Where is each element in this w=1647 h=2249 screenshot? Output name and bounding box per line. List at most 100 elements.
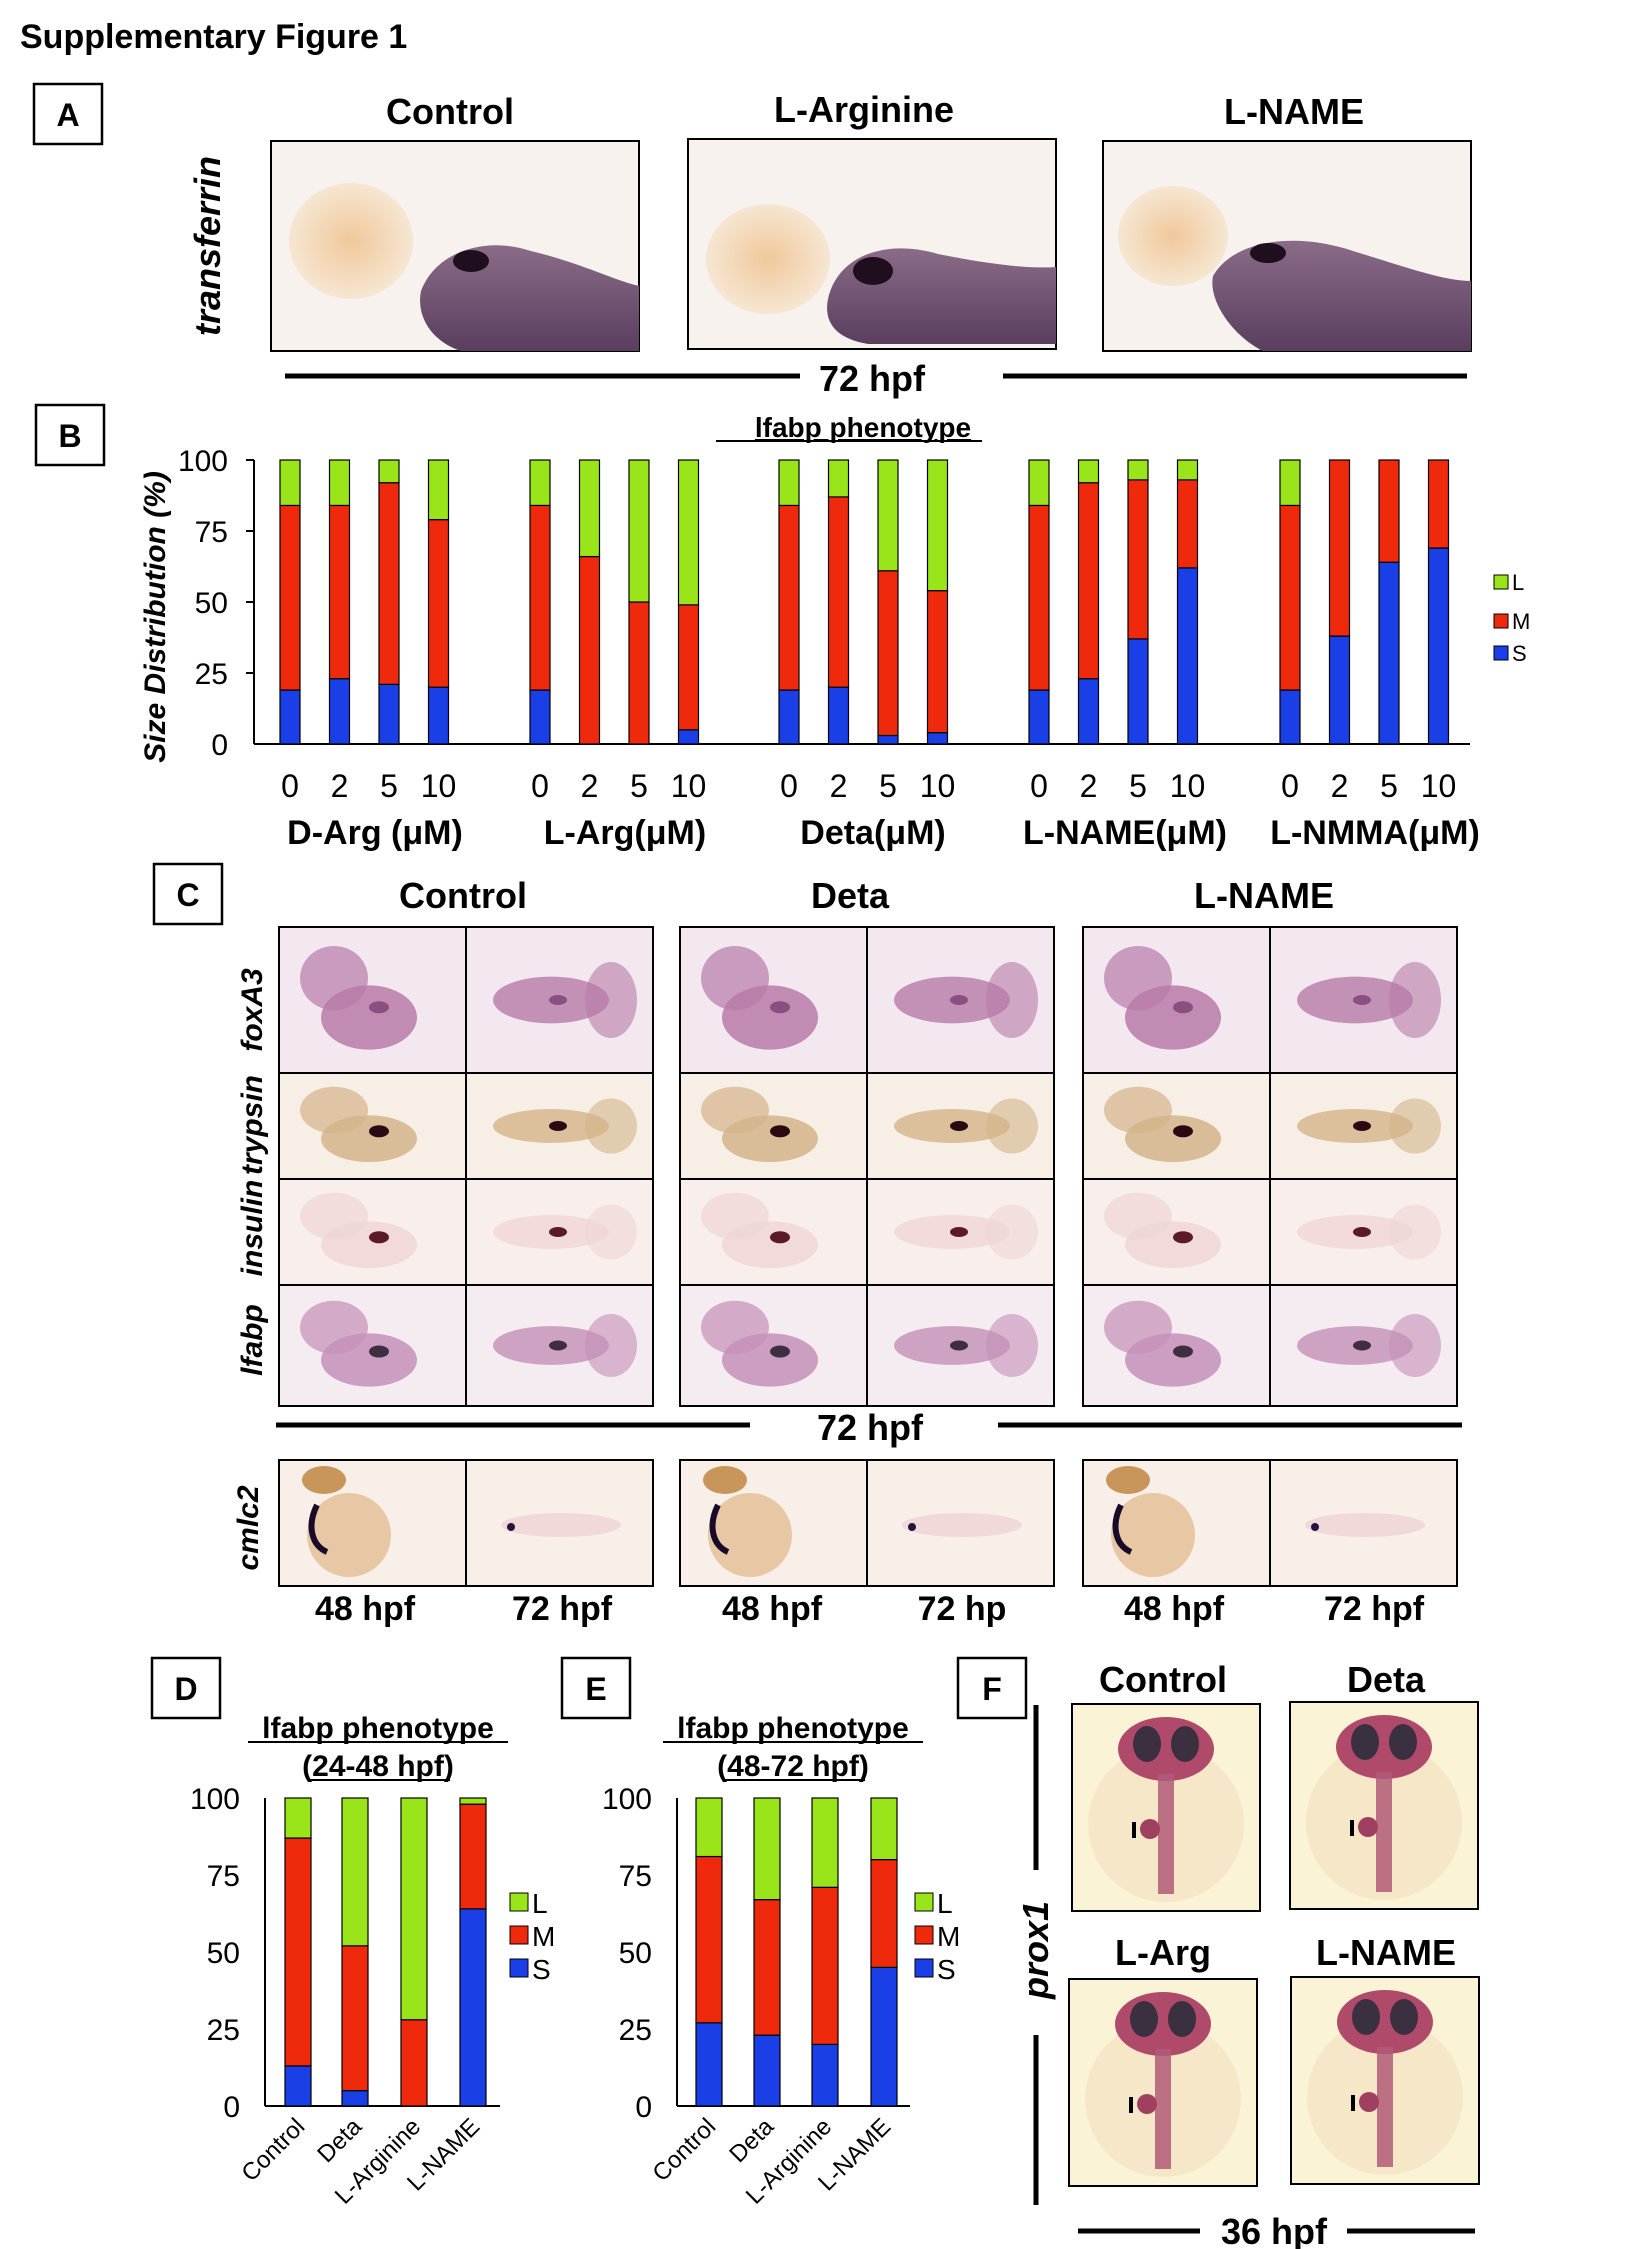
- bar-segment-m: [778, 504, 800, 691]
- legend-swatch-m: [1493, 613, 1509, 629]
- dose-label: 5: [879, 768, 897, 804]
- group-label: L-NMMA(μM): [1270, 814, 1480, 852]
- bar-segment-m: [870, 1858, 898, 1968]
- bar-segment-s: [284, 2065, 312, 2107]
- embryo-image: [278, 926, 467, 1074]
- panel-b: B lfabp phenotype Size Distribution (%) …: [34, 403, 1530, 852]
- group-label: Deta(μM): [800, 814, 945, 852]
- y-tick-labels: 100 75 50 25 0: [602, 1783, 652, 2124]
- y-tick-label: 50: [207, 1937, 240, 1970]
- panel-letter: E: [585, 1671, 606, 1707]
- bar-segment-l: [328, 459, 351, 507]
- embryo-image: [1082, 1178, 1271, 1286]
- dose-label: 2: [1331, 768, 1349, 804]
- bar-segment-m: [827, 496, 850, 688]
- bar-segment-s: [778, 689, 800, 745]
- embryo-image: [465, 1178, 654, 1286]
- embryo-image: [1290, 1976, 1480, 2185]
- bar-segment-s: [877, 734, 899, 745]
- gene-label: insulin: [236, 1180, 269, 1277]
- bar-segment-l: [870, 1797, 898, 1861]
- embryo-image: [679, 1072, 868, 1180]
- y-tick-label: 100: [602, 1783, 652, 1816]
- y-axis-label: Size Distribution (%): [139, 471, 172, 763]
- legend-swatch-s: [1493, 645, 1509, 661]
- dose-label: 2: [581, 768, 599, 804]
- panel-letter-box: [152, 862, 224, 926]
- embryo-image: [679, 1284, 868, 1407]
- bar-segment-m: [400, 2019, 428, 2107]
- gene-label: transferrin: [187, 156, 228, 336]
- bar-segment-s: [1427, 547, 1450, 745]
- dose-label: 5: [1129, 768, 1147, 804]
- condition-label: Control: [399, 875, 527, 916]
- condition-label: Control: [1099, 1659, 1227, 1700]
- bar-segment-m: [926, 590, 949, 734]
- figure-title: Supplementary Figure 1: [20, 18, 407, 56]
- panel-a: A Control L-Arginine L-NAME transferrin …: [32, 82, 1472, 399]
- embryo-image: [1269, 1072, 1458, 1180]
- bar-segment-s: [341, 2090, 369, 2107]
- panel-c-image-grid: [278, 926, 1458, 1407]
- bar-segment-l: [1176, 459, 1199, 481]
- bar-segment-l: [811, 1797, 839, 1888]
- chart-title: lfabp phenotype: [677, 1712, 909, 1745]
- gene-label: cmlc2: [232, 1485, 265, 1570]
- gene-label: foxA3: [236, 968, 269, 1052]
- bar-segment-s: [1176, 567, 1199, 745]
- y-tick-label: 75: [195, 516, 228, 549]
- dose-label: 0: [531, 768, 549, 804]
- bar-segment-s: [279, 689, 301, 745]
- embryo-image: [1269, 1459, 1458, 1587]
- bar-segment-l: [578, 459, 601, 558]
- chart-subtitle: (48-72 hpf): [717, 1750, 869, 1783]
- legend-label: S: [937, 1954, 956, 1985]
- bar-segment-l: [459, 1797, 487, 1805]
- condition-label: Control: [386, 91, 514, 132]
- legend-swatch-l: [1493, 574, 1509, 590]
- legend-label: M: [937, 1921, 960, 1952]
- bar-segment-m: [877, 570, 899, 737]
- bar-segment-l: [926, 459, 949, 592]
- group-label: L-Arg(μM): [544, 814, 706, 852]
- legend-swatch-m: [914, 1925, 934, 1945]
- bar-segment-l: [877, 459, 899, 572]
- bar-segment-m: [328, 504, 351, 680]
- embryo-image: [1269, 1178, 1458, 1286]
- dose-label: 0: [780, 768, 798, 804]
- legend-d: L M S: [509, 1888, 555, 1985]
- chart-title: lfabp phenotype: [755, 412, 971, 443]
- dose-label: 10: [421, 768, 457, 804]
- timepoint-label: 36 hpf: [1221, 2211, 1328, 2249]
- y-tick-label: 100: [190, 1783, 240, 1816]
- cmlc2-time-labels: 48 hpf 72 hpf 48 hpf 72 hp 48 hpf 72 hpf: [315, 1590, 1425, 1628]
- bar-segment-s: [378, 683, 400, 745]
- embryo-image: [465, 926, 654, 1074]
- bar-segment-m: [753, 1899, 781, 2036]
- panel-letter: A: [56, 97, 79, 133]
- condition-label: Deta: [1347, 1659, 1426, 1700]
- condition-label: L-NAME: [1316, 1932, 1456, 1973]
- gene-label: lfabp: [236, 1304, 269, 1376]
- bar-segment-l: [778, 459, 800, 507]
- time-label: 48 hpf: [1124, 1590, 1225, 1628]
- bar-segment-m: [1279, 504, 1301, 691]
- embryo-image: [1269, 926, 1458, 1074]
- time-label: 72 hpf: [512, 1590, 613, 1628]
- dose-label: 2: [331, 768, 349, 804]
- bar-segment-m: [1028, 504, 1050, 691]
- embryo-image: [1082, 1459, 1271, 1587]
- legend-b: L M S: [1493, 570, 1530, 666]
- legend-label: L: [1512, 570, 1524, 595]
- time-label: 48 hpf: [722, 1590, 823, 1628]
- gene-label: trypsin: [236, 1075, 269, 1175]
- embryo-image: [1082, 926, 1271, 1074]
- panel-c: C Control Deta L-NAME foxA3 trypsin insu…: [152, 862, 1462, 1628]
- bar-segment-l: [284, 1797, 312, 1839]
- panel-letter-box: [32, 82, 104, 146]
- bars-e: [695, 1797, 898, 2107]
- dose-label: 5: [1380, 768, 1398, 804]
- bar-segment-l: [827, 459, 850, 498]
- y-tick-label: 0: [211, 729, 228, 762]
